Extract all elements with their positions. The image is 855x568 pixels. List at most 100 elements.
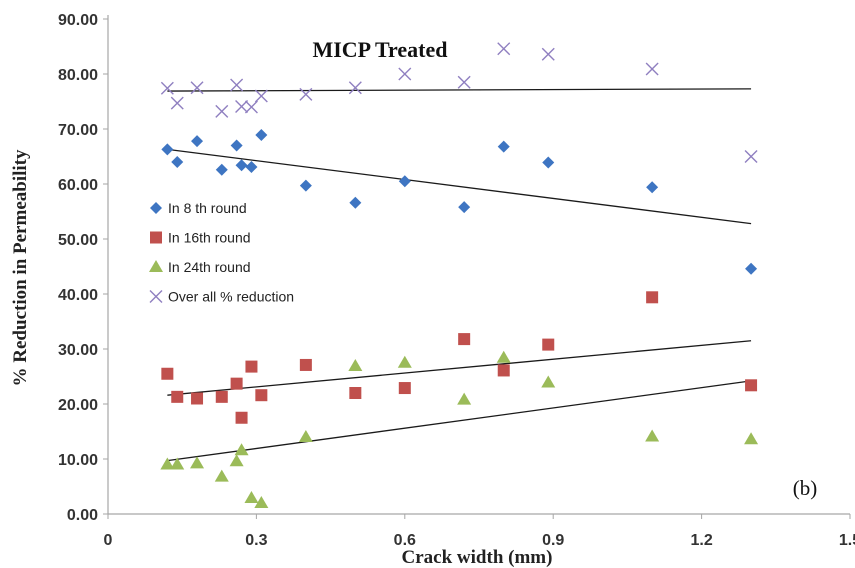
data-point-series-1 xyxy=(245,160,258,173)
data-point-series-2 xyxy=(542,338,555,351)
data-point-series-1 xyxy=(255,129,268,142)
data-point-series-4 xyxy=(541,47,555,61)
data-point-series-3 xyxy=(457,392,472,405)
trendline-series-1 xyxy=(167,148,752,225)
data-point-series-4 xyxy=(497,42,511,56)
y-tick-label: 10.00 xyxy=(58,452,98,469)
data-point-series-4 xyxy=(215,104,229,118)
y-tick-label: 40.00 xyxy=(58,287,98,304)
data-point-series-2 xyxy=(161,367,174,380)
legend-label: Over all % reduction xyxy=(168,289,294,305)
data-point-series-2 xyxy=(745,379,758,392)
x-tick-label: 1.5 xyxy=(839,532,855,549)
data-point-series-3 xyxy=(244,491,259,504)
legend: In 8 th round In 16th round In 24th round O… xyxy=(149,200,294,305)
data-point-series-1 xyxy=(398,175,411,188)
data-point-series-2 xyxy=(235,411,248,424)
data-point-series-1 xyxy=(458,201,471,214)
data-point-series-3 xyxy=(348,359,363,372)
x-tick-label: 0.9 xyxy=(542,532,564,549)
data-point-series-2 xyxy=(255,389,268,402)
data-point-series-4 xyxy=(299,87,313,101)
data-point-series-4 xyxy=(235,99,249,113)
data-point-series-4 xyxy=(170,96,184,110)
data-point-series-4 xyxy=(744,150,758,163)
panel-label: (b) xyxy=(793,476,818,500)
y-tick-label: 80.00 xyxy=(58,67,98,84)
legend-marker xyxy=(149,260,163,272)
data-point-series-1 xyxy=(161,143,174,156)
data-point-series-4 xyxy=(398,67,412,81)
y-tick-label: 20.00 xyxy=(58,397,98,414)
data-point-series-2 xyxy=(349,387,362,399)
y-axis-title: % Reduction in Permeability xyxy=(10,149,31,386)
data-point-series-3 xyxy=(496,350,511,363)
data-point-series-1 xyxy=(745,262,758,275)
data-point-series-3 xyxy=(214,469,229,482)
trendline-series-4 xyxy=(167,88,752,92)
data-point-series-2 xyxy=(245,360,258,373)
data-point-series-2 xyxy=(646,291,659,304)
data-point-series-2 xyxy=(458,333,471,346)
data-point-series-2 xyxy=(299,358,312,371)
y-tick-label: 90.00 xyxy=(58,12,98,29)
data-point-series-1 xyxy=(235,159,248,172)
trendlines xyxy=(167,88,752,462)
data-point-series-3 xyxy=(541,375,556,388)
x-tick-label: 0 xyxy=(104,532,113,549)
legend-marker xyxy=(149,290,163,303)
y-tick-label: 70.00 xyxy=(58,122,98,139)
data-point-series-3 xyxy=(190,456,205,469)
data-point-series-3 xyxy=(234,443,249,456)
data-point-series-4 xyxy=(645,62,659,76)
data-point-series-2 xyxy=(497,364,510,377)
data-point-series-4 xyxy=(230,78,244,92)
data-point-series-1 xyxy=(230,139,243,152)
y-tick-label: 60.00 xyxy=(58,177,98,194)
data-point-series-1 xyxy=(171,156,184,168)
legend-label: In 16th round xyxy=(168,230,251,246)
legend-marker xyxy=(150,202,162,214)
trendline-series-2 xyxy=(167,340,752,396)
chart-title: MICP Treated xyxy=(312,37,447,62)
legend-label: In 24th round xyxy=(168,259,251,275)
data-point-series-4 xyxy=(160,81,174,95)
y-tick-label: 0.00 xyxy=(67,507,98,524)
x-tick-label: 0.6 xyxy=(394,532,416,549)
x-tick-label: 0.3 xyxy=(245,532,267,549)
data-point-series-2 xyxy=(398,382,411,395)
data-point-series-2 xyxy=(191,392,204,405)
y-tick-label: 30.00 xyxy=(58,342,98,359)
data-point-series-1 xyxy=(299,179,312,192)
data-point-series-4 xyxy=(348,81,362,95)
legend-label: In 8 th round xyxy=(168,200,247,216)
data-points xyxy=(160,42,759,508)
data-point-series-1 xyxy=(215,163,228,176)
data-point-series-4 xyxy=(190,81,204,95)
data-point-series-4 xyxy=(244,100,258,114)
data-point-series-1 xyxy=(497,140,510,153)
data-point-series-4 xyxy=(254,89,268,103)
data-point-series-2 xyxy=(215,390,228,403)
data-point-series-3 xyxy=(170,457,185,470)
data-point-series-2 xyxy=(230,377,243,390)
axes: 0.00 10.00 20.00 30.00 40.00 50.00 60.00 70.00 8… xyxy=(58,12,855,549)
data-point-series-1 xyxy=(542,156,555,169)
data-point-series-3 xyxy=(397,355,412,368)
data-point-series-3 xyxy=(645,429,660,442)
data-point-series-3 xyxy=(744,432,759,445)
data-point-series-1 xyxy=(191,135,204,148)
trendline-series-3 xyxy=(167,380,752,462)
x-axis-title: Crack width (mm) xyxy=(402,547,553,568)
data-point-series-3 xyxy=(298,430,313,442)
x-tick-label: 1.2 xyxy=(690,532,712,549)
data-point-series-1 xyxy=(349,196,362,209)
data-point-series-3 xyxy=(160,457,175,470)
data-point-series-3 xyxy=(254,496,269,508)
legend-marker xyxy=(150,231,162,244)
data-point-series-4 xyxy=(457,75,471,89)
y-tick-label: 50.00 xyxy=(58,232,98,249)
data-point-series-3 xyxy=(229,454,244,467)
data-point-series-1 xyxy=(646,181,659,194)
